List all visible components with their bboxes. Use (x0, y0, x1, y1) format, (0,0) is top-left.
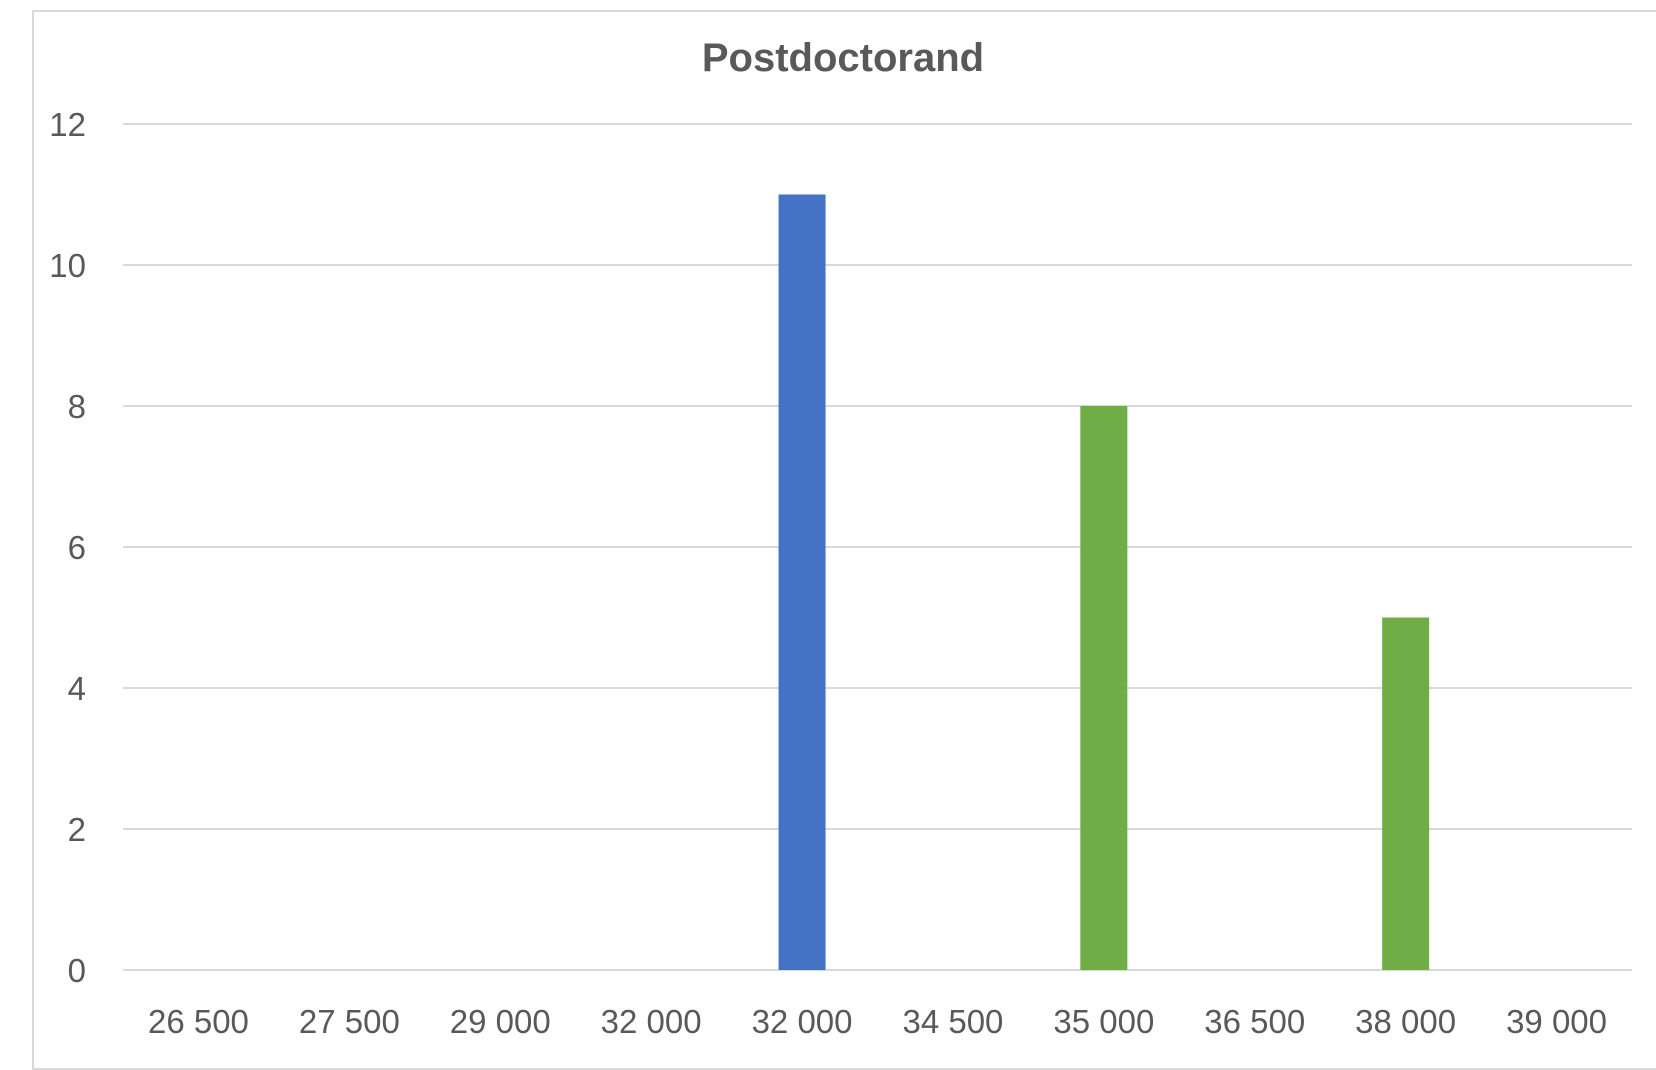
y-tick-label: 2 (68, 811, 86, 848)
x-tick-label: 34 500 (902, 1003, 1003, 1040)
x-tick-label: 32 000 (752, 1003, 853, 1040)
x-tick-label: 38 000 (1355, 1003, 1456, 1040)
y-tick-label: 10 (49, 247, 86, 284)
bar (1080, 406, 1128, 970)
gridlines (123, 123, 1632, 971)
y-tick-label: 6 (68, 529, 86, 566)
x-axis: 26 500 27 500 29 000 32 000 32 000 34 500 35 0… (148, 1003, 1607, 1040)
y-tick-label: 12 (49, 106, 86, 143)
x-tick-label: 35 000 (1053, 1003, 1154, 1040)
x-tick-label: 36 500 (1204, 1003, 1305, 1040)
bars (778, 194, 1430, 970)
x-tick-label: 32 000 (601, 1003, 702, 1040)
x-tick-label: 39 000 (1506, 1003, 1607, 1040)
bar (778, 194, 826, 970)
y-tick-label: 4 (68, 670, 86, 707)
y-axis: 0 2 4 6 8 10 12 (49, 106, 86, 989)
chart-title: Postdoctorand (702, 36, 984, 80)
x-tick-label: 29 000 (450, 1003, 551, 1040)
y-tick-label: 0 (68, 952, 86, 989)
x-tick-label: 26 500 (148, 1003, 249, 1040)
y-tick-label: 8 (68, 388, 86, 425)
bar (1382, 617, 1430, 970)
x-tick-label: 27 500 (299, 1003, 400, 1040)
